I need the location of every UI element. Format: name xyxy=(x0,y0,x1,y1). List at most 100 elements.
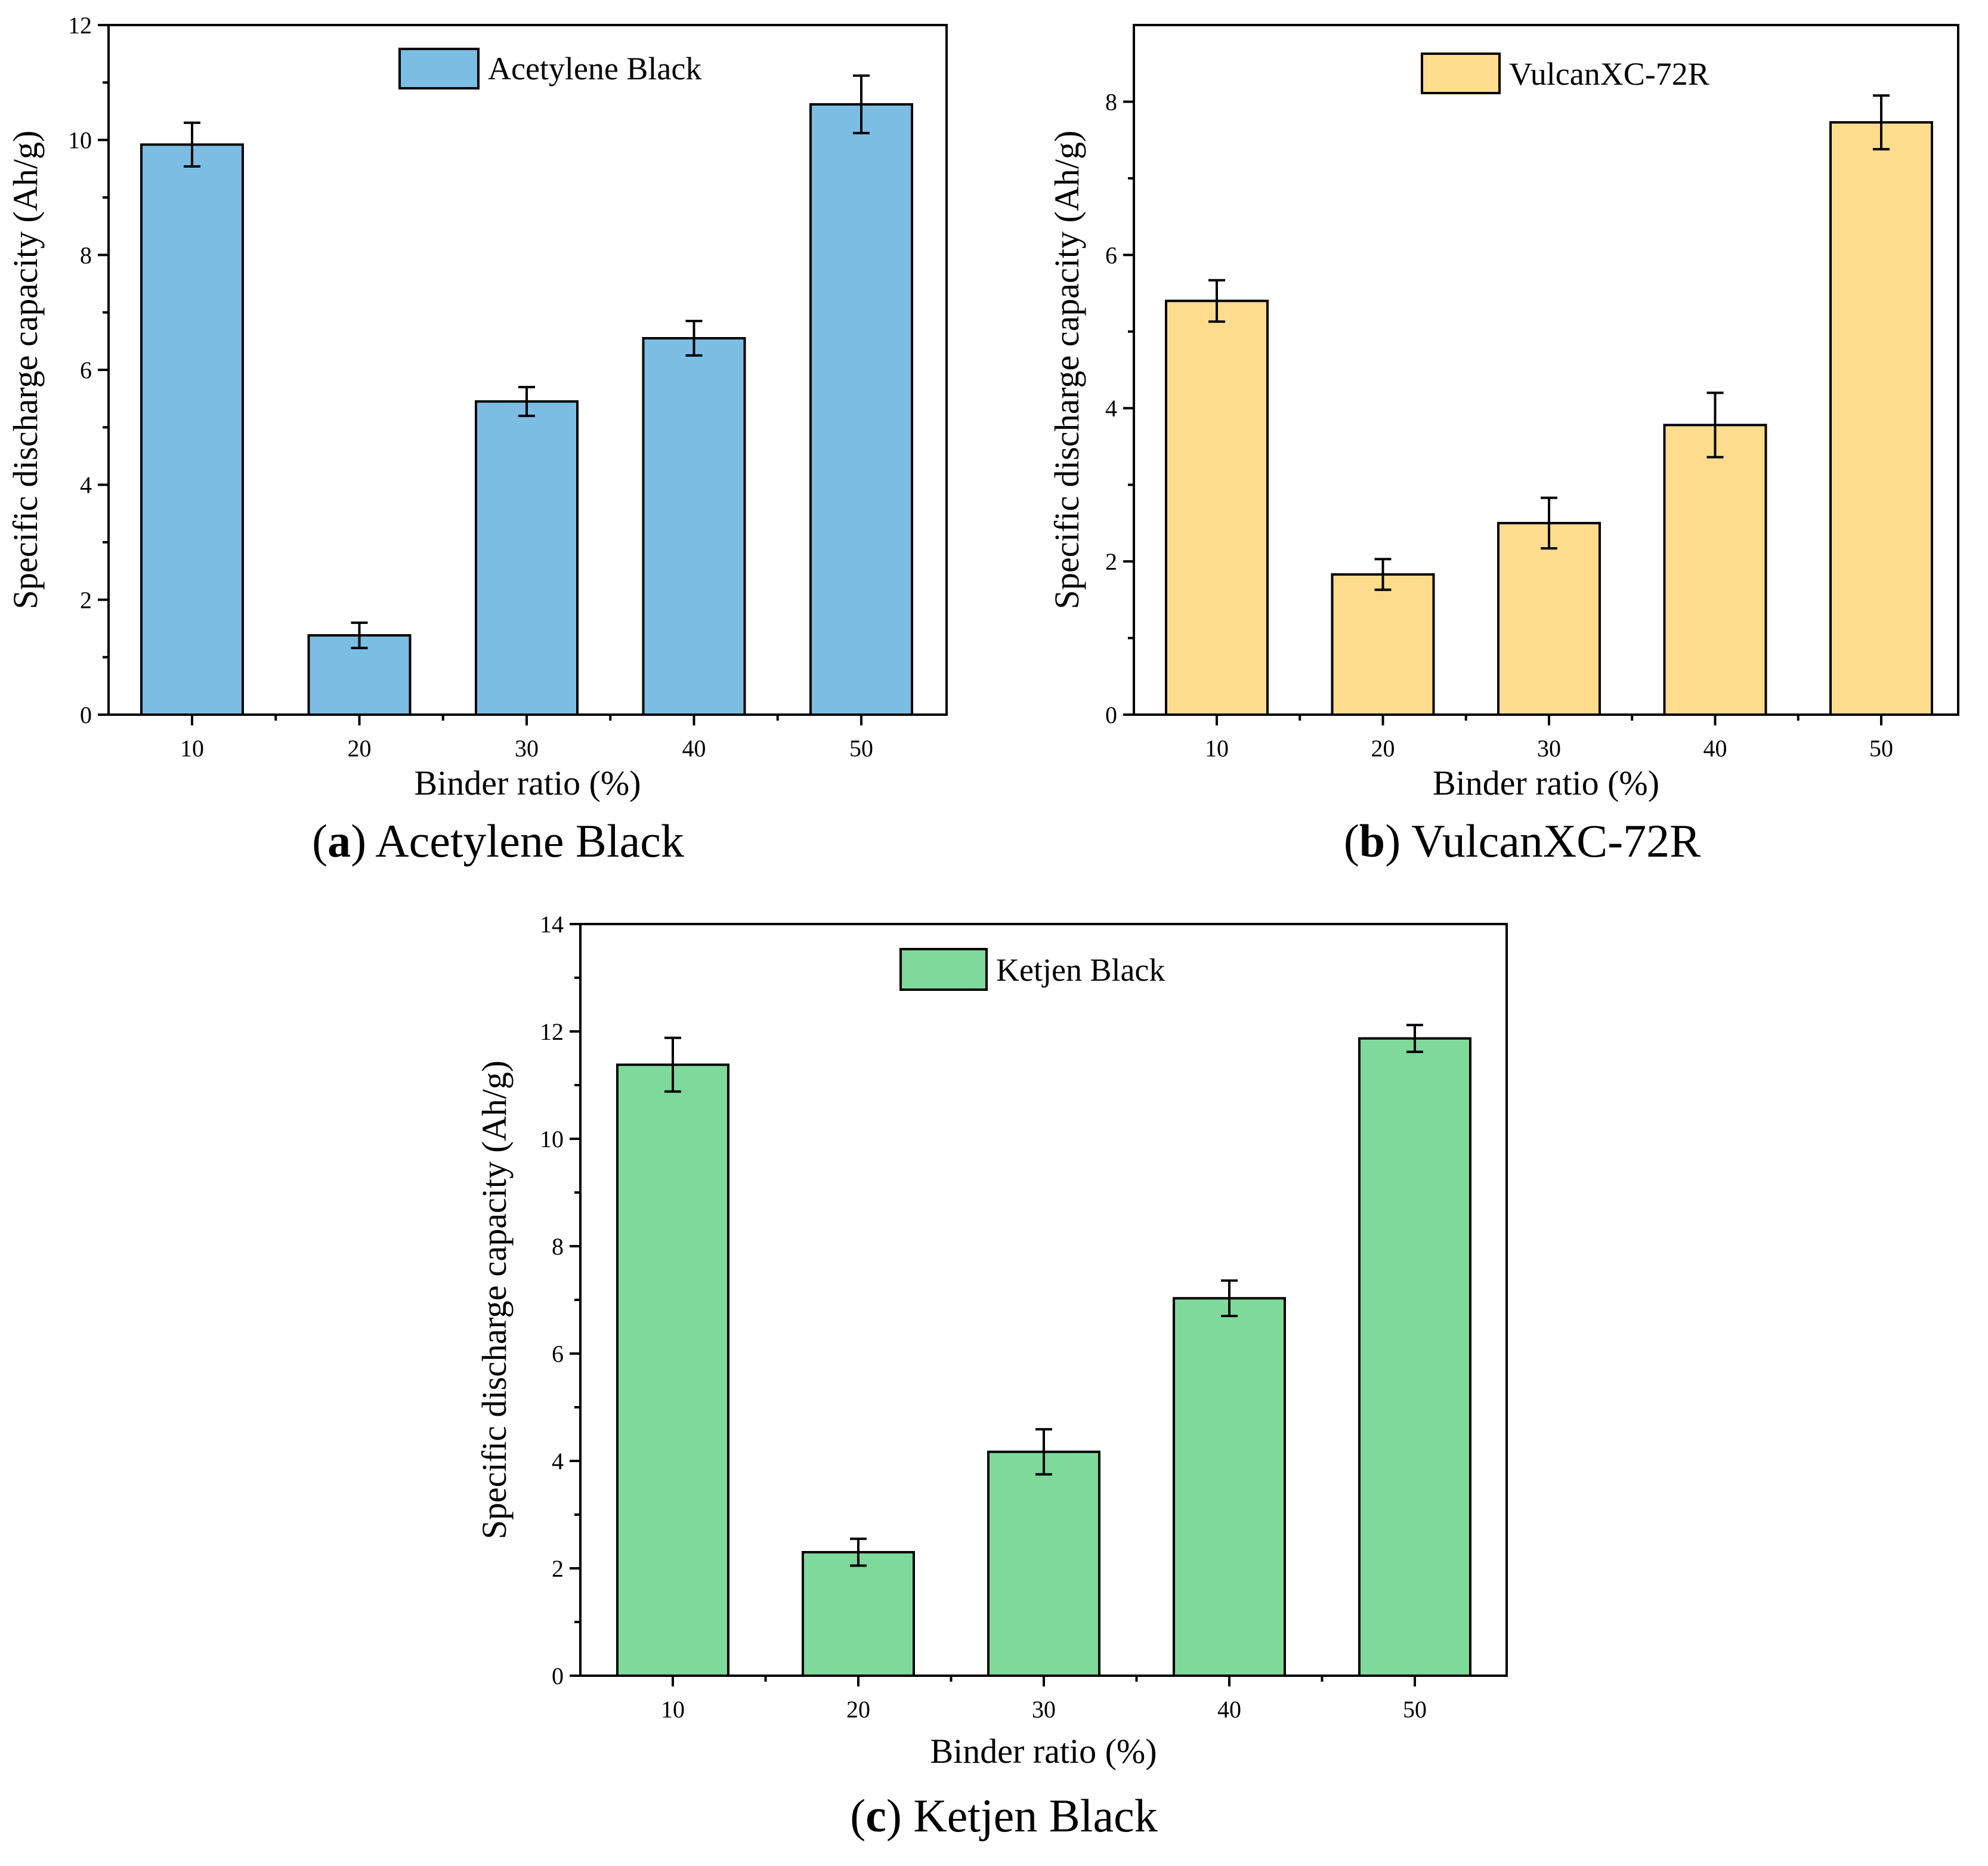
y-tick-label: 2 xyxy=(552,1555,564,1582)
bar xyxy=(1358,1037,1471,1677)
y-tick-label: 4 xyxy=(1105,395,1117,422)
error-bar xyxy=(351,621,368,650)
error-bar xyxy=(1873,94,1890,151)
y-tick-label: 0 xyxy=(552,1663,564,1689)
x-tick-label: 20 xyxy=(348,735,372,762)
x-tick-label: 10 xyxy=(1205,735,1229,762)
panel-caption: (a) Acetylene Black xyxy=(312,815,684,867)
caption-text: Ketjen Black xyxy=(913,1790,1157,1842)
panel-caption: (c) Ketjen Black xyxy=(850,1790,1157,1842)
x-axis-title: Binder ratio (%) xyxy=(414,764,641,802)
chart-panel-c: 10 20 30 40 50 0 2 4 6 8 10 12 14 Ketjen Black Binder … xyxy=(475,911,1508,1842)
caption-paren-close: ) xyxy=(1385,815,1411,867)
legend: Ketjen Black xyxy=(899,948,1165,991)
error-bar xyxy=(518,385,535,418)
y-axis-title: Specific discharge capacity (Ah/g) xyxy=(1047,131,1086,610)
caption-letter: b xyxy=(1359,815,1385,867)
bar xyxy=(987,1450,1100,1677)
legend-swatch xyxy=(1421,52,1501,94)
x-tick-label: 30 xyxy=(515,735,539,762)
error-bar xyxy=(1541,496,1557,550)
caption-text: Acetylene Black xyxy=(375,815,684,867)
plot-frame xyxy=(579,923,1508,1677)
bar xyxy=(616,1063,729,1677)
y-axis-title: Specific discharge capacity (Ah/g) xyxy=(475,1061,514,1540)
y-tick-label: 10 xyxy=(540,1126,564,1153)
x-axis-title: Binder ratio (%) xyxy=(1433,764,1659,802)
bar xyxy=(1165,299,1269,716)
x-tick-label: 20 xyxy=(1371,735,1395,762)
y-tick-label: 8 xyxy=(1105,88,1117,115)
x-tick-label: 10 xyxy=(661,1696,685,1723)
caption-text: VulcanXC-72R xyxy=(1411,815,1701,867)
y-tick-label: 2 xyxy=(80,586,92,613)
bar xyxy=(1497,521,1601,716)
caption-letter: a xyxy=(327,815,351,867)
y-tick-label: 8 xyxy=(552,1233,564,1260)
error-bar xyxy=(1374,558,1392,591)
caption-paren-close: ) xyxy=(886,1790,913,1842)
legend-label: VulcanXC-72R xyxy=(1509,56,1709,92)
error-bar xyxy=(1035,1428,1052,1476)
plot-frame xyxy=(107,24,948,716)
y-tick-label: 14 xyxy=(540,911,564,938)
x-tick-label: 50 xyxy=(849,735,873,762)
x-tick-label: 10 xyxy=(180,735,204,762)
error-bar xyxy=(664,1036,681,1093)
bar xyxy=(1663,424,1767,716)
error-bar xyxy=(1208,279,1225,323)
x-tick-label: 50 xyxy=(1403,1696,1427,1723)
error-bar xyxy=(850,1537,867,1567)
plot-frame xyxy=(1133,24,1959,716)
caption-letter: c xyxy=(865,1790,886,1842)
legend-label: Ketjen Black xyxy=(996,952,1165,988)
y-tick-label: 2 xyxy=(1105,548,1117,575)
x-tick-label: 40 xyxy=(1703,735,1727,762)
caption-paren-close: ) xyxy=(351,815,375,867)
bar xyxy=(475,400,579,716)
error-bar xyxy=(184,121,200,168)
x-tick-label: 20 xyxy=(846,1696,870,1723)
bar xyxy=(642,337,746,716)
y-axis-title: Specific discharge capacity (Ah/g) xyxy=(6,131,45,610)
y-tick-label: 10 xyxy=(68,127,92,154)
bar xyxy=(802,1551,915,1677)
bar xyxy=(1173,1297,1286,1677)
error-bar xyxy=(853,74,870,135)
legend: VulcanXC-72R xyxy=(1421,52,1709,94)
panel-caption: (b) VulcanXC-72R xyxy=(1344,815,1701,867)
y-tick-label: 6 xyxy=(80,357,92,384)
error-bar xyxy=(1221,1279,1238,1317)
y-tick-label: 12 xyxy=(68,12,92,39)
chart-panel-a: 10 20 30 40 50 0 2 4 6 8 10 12 Acetylene Black Binder… xyxy=(6,12,948,867)
bar xyxy=(809,103,913,716)
y-tick-label: 6 xyxy=(1105,242,1117,268)
y-tick-label: 0 xyxy=(80,702,92,728)
y-tick-label: 4 xyxy=(80,472,92,499)
legend: Acetylene Black xyxy=(398,48,701,89)
x-tick-label: 50 xyxy=(1869,735,1893,762)
chart-panel-b: 10 20 30 40 50 0 2 4 6 8 VulcanXC-72R Binder ratio … xyxy=(1047,24,1959,867)
bar xyxy=(140,143,244,716)
error-bar xyxy=(1406,1024,1423,1054)
legend-swatch xyxy=(398,48,480,89)
legend-label: Acetylene Black xyxy=(488,51,701,86)
x-axis-title: Binder ratio (%) xyxy=(930,1732,1157,1771)
error-bar xyxy=(1706,391,1724,459)
y-tick-label: 8 xyxy=(80,242,92,268)
caption-paren-open: ( xyxy=(850,1790,865,1842)
caption-paren-open: ( xyxy=(312,815,327,867)
y-tick-label: 0 xyxy=(1105,702,1117,728)
legend-swatch xyxy=(899,948,988,991)
x-tick-label: 30 xyxy=(1032,1696,1056,1723)
y-tick-label: 4 xyxy=(552,1448,564,1475)
bar xyxy=(1829,121,1933,716)
caption-paren-open: ( xyxy=(1344,815,1359,867)
bar xyxy=(1331,573,1435,716)
y-tick-label: 12 xyxy=(540,1018,564,1045)
x-tick-label: 30 xyxy=(1537,735,1561,762)
error-bar xyxy=(685,320,703,357)
x-tick-label: 40 xyxy=(682,735,706,762)
x-tick-label: 40 xyxy=(1217,1696,1241,1723)
